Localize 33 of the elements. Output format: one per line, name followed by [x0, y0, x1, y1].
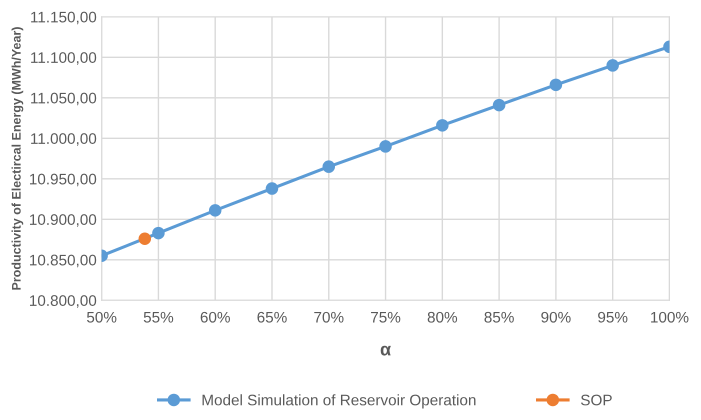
x-tick-label: 50%: [86, 312, 116, 323]
x-tick-label: 60%: [200, 312, 230, 323]
y-tick-label: 10.900,00: [30, 214, 96, 227]
x-tick-label: 100%: [651, 312, 688, 323]
x-tick-label: 80%: [428, 312, 458, 323]
x-tick-label: 85%: [484, 312, 514, 323]
legend-label: Model Simulation of Reservoir Operation: [202, 394, 476, 408]
x-tick-label: 95%: [598, 312, 628, 323]
x-axis-title: α: [380, 346, 391, 356]
point: [492, 98, 506, 112]
y-tick-label: 11.150,00: [31, 12, 96, 24]
legend-label: SOP: [581, 394, 612, 406]
point: [152, 226, 165, 240]
point: [550, 78, 562, 92]
point: [379, 140, 392, 153]
y-tick-label: 10.800,00: [30, 295, 96, 308]
x-tick-label: 65%: [257, 312, 287, 323]
y-tick-label: 11.000,00: [31, 133, 96, 146]
point: [208, 204, 222, 217]
x-tick-label: 90%: [541, 312, 571, 323]
point: [266, 182, 278, 195]
point: [436, 119, 449, 132]
point: [606, 59, 619, 72]
x-tick-label: 70%: [314, 312, 344, 323]
x-tick-label: 55%: [144, 312, 174, 323]
y-tick-label: 10.950,00: [30, 174, 96, 186]
x-tick-label: 75%: [371, 312, 400, 323]
point: [322, 160, 336, 173]
y-tick-label: 11.050,00: [31, 92, 96, 106]
y-tick-label: 10.850,00: [30, 254, 96, 268]
y-axis-title: Productivity of Electircal Energy (MWh/Year): [12, 27, 24, 290]
point: [138, 232, 152, 245]
y-tick-label: 11.100,00: [31, 52, 96, 65]
